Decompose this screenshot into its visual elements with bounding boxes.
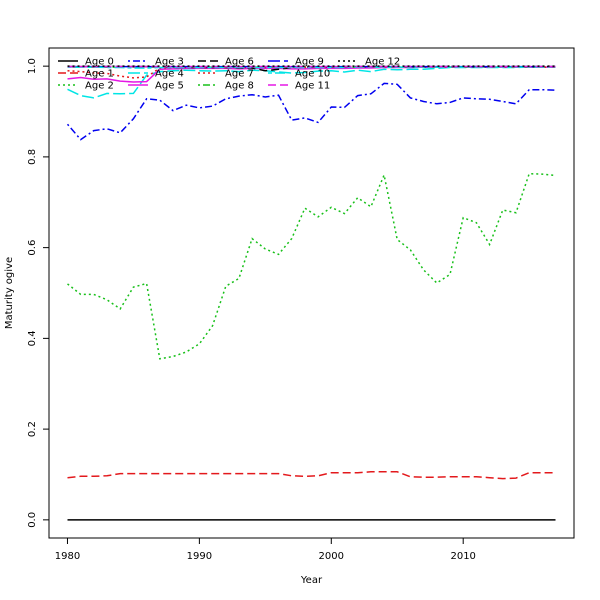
y-axis: 0.0 0.2 0.4 0.6 0.8 1.0 [27, 58, 50, 528]
legend-label: Age 10 [295, 69, 330, 80]
legend-label: Age 5 [155, 81, 184, 92]
legend-label: Age 6 [225, 57, 254, 68]
x-axis: 1980 1990 2000 2010 [55, 537, 476, 562]
legend-label: Age 11 [295, 81, 330, 92]
y-tick-label: 1.0 [27, 58, 38, 74]
y-tick-label: 0.0 [27, 512, 38, 528]
legend-label: Age 4 [155, 69, 184, 80]
x-tick-label: 2010 [450, 551, 475, 562]
y-tick-label: 0.2 [27, 421, 38, 437]
x-tick-label: 2000 [319, 551, 344, 562]
series-line-age-10 [67, 66, 556, 69]
series-layer [66, 65, 556, 521]
legend-label: Age 8 [225, 81, 254, 92]
x-tick-label: 1980 [55, 551, 80, 562]
y-tick-label: 0.6 [27, 240, 38, 256]
legend-label: Age 3 [155, 57, 184, 68]
legend-label: Age 9 [295, 57, 324, 68]
y-tick-label: 0.8 [27, 149, 38, 165]
series-line-age-1 [67, 471, 556, 480]
legend-label: Age 0 [85, 57, 114, 68]
series-line-age-3 [66, 82, 556, 141]
x-axis-title: Year [300, 575, 323, 586]
legend-label: Age 2 [85, 81, 114, 92]
x-tick-label: 1990 [187, 551, 212, 562]
y-axis-title: Maturity ogive [4, 257, 15, 329]
legend-label: Age 7 [225, 69, 254, 80]
legend-label: Age 12 [365, 57, 400, 68]
legend-label: Age 1 [85, 69, 114, 80]
y-tick-label: 0.4 [27, 330, 38, 346]
